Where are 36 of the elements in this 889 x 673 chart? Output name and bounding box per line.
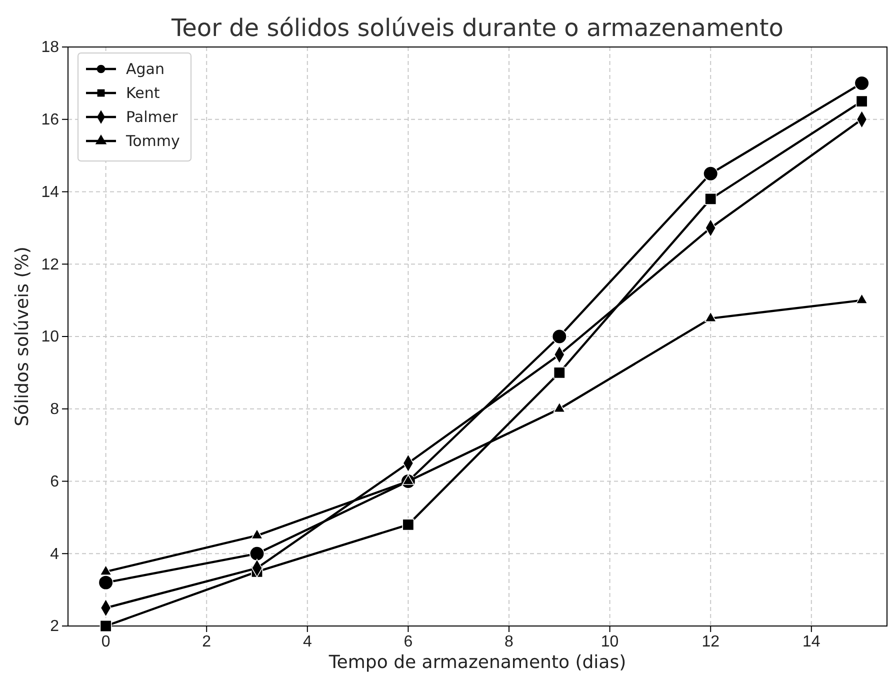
point xyxy=(856,95,868,108)
x-tick-label: 8 xyxy=(504,633,514,650)
point xyxy=(250,528,264,540)
legend-label: Palmer xyxy=(126,108,179,126)
x-tick-label: 0 xyxy=(101,633,110,650)
x-tick-label: 10 xyxy=(600,633,619,650)
x-tick-label: 4 xyxy=(302,633,312,650)
point xyxy=(854,76,870,91)
point xyxy=(249,546,265,562)
legend-label: Tommy xyxy=(125,132,180,150)
point xyxy=(552,328,567,344)
y-tick-label: 8 xyxy=(50,400,60,418)
point xyxy=(704,193,717,205)
x-axis-title: Tempo de armazenamento (dias) xyxy=(328,652,626,673)
x-tick-label: 12 xyxy=(702,633,720,650)
y-tick-label: 6 xyxy=(50,473,60,490)
y-tick-label: 12 xyxy=(41,256,60,274)
point xyxy=(704,312,717,322)
y-tick-label: 2 xyxy=(50,618,60,636)
y-axis-title: Sólidos solúveis (%) xyxy=(12,246,33,426)
point xyxy=(553,366,566,379)
chart-title: Teor de sólidos solúveis durante o armazenamento xyxy=(170,14,784,42)
y-tick-label: 14 xyxy=(41,184,60,201)
point xyxy=(100,620,112,632)
y-tick-label: 10 xyxy=(41,328,60,346)
point xyxy=(402,518,414,531)
y-tick-label: 16 xyxy=(41,111,60,128)
y-tick-label: 4 xyxy=(50,546,60,563)
y-tick-label: 18 xyxy=(41,39,60,56)
point xyxy=(98,575,114,590)
point xyxy=(703,166,718,182)
legend-label: Agan xyxy=(126,60,164,78)
legend-label: Kent xyxy=(126,84,160,102)
x-tick-label: 6 xyxy=(404,633,413,650)
x-tick-label: 2 xyxy=(202,633,212,650)
x-tick-label: 14 xyxy=(802,633,820,650)
